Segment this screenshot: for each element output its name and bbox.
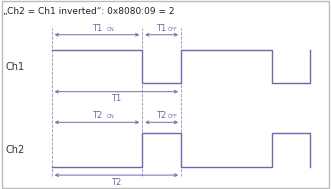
Text: T2: T2 [157, 111, 167, 120]
Text: $_{\mathrm{OFF}}$: $_{\mathrm{OFF}}$ [167, 25, 178, 34]
Text: Ch1: Ch1 [5, 62, 24, 72]
Text: T2: T2 [111, 178, 121, 187]
Text: $_{\mathrm{OFF}}$: $_{\mathrm{OFF}}$ [167, 113, 178, 121]
Text: T1: T1 [157, 23, 167, 33]
Text: $_{\mathrm{ON}}$: $_{\mathrm{ON}}$ [106, 113, 115, 121]
Text: T2: T2 [92, 111, 102, 120]
Text: T1: T1 [111, 94, 121, 104]
Text: $_{\mathrm{ON}}$: $_{\mathrm{ON}}$ [106, 25, 115, 34]
Text: T1: T1 [92, 23, 102, 33]
Text: „Ch2 = Ch1 inverted“: 0x8080:09 = 2: „Ch2 = Ch1 inverted“: 0x8080:09 = 2 [3, 7, 174, 16]
Text: Ch2: Ch2 [5, 145, 24, 155]
